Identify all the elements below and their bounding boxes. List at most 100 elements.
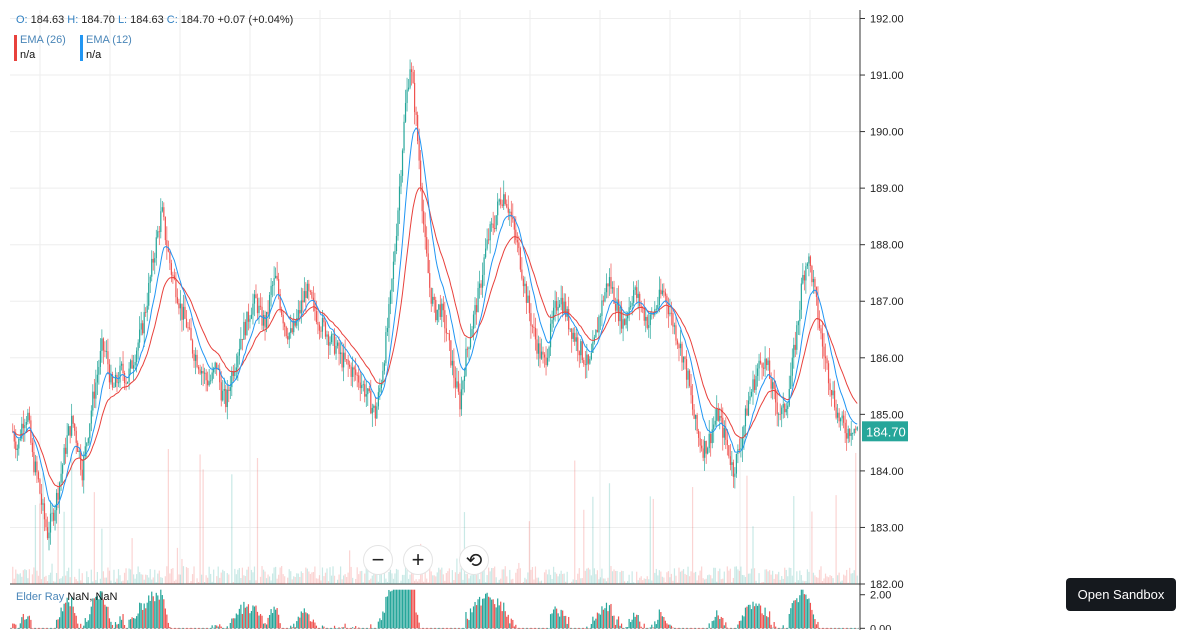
volume-bar <box>531 566 534 584</box>
elder-bar <box>608 605 611 629</box>
elder-bar <box>213 627 215 629</box>
elder-ray-label: Elder Ray NaN, NaN <box>16 591 117 603</box>
volume-bar <box>39 503 41 584</box>
candle-body <box>84 446 86 457</box>
volume-bar <box>450 582 452 584</box>
elder-bar <box>658 609 660 629</box>
elder-bar <box>415 612 417 629</box>
elder-bar <box>714 616 716 629</box>
candle-body <box>18 439 20 449</box>
elder-bar <box>324 628 327 629</box>
candle-body <box>40 493 43 505</box>
elder-bar <box>86 621 88 629</box>
volume-bar <box>65 575 67 584</box>
candle-body <box>119 365 121 383</box>
elder-bar <box>350 628 352 629</box>
elder-bar <box>451 628 453 629</box>
volume-bar <box>556 573 558 584</box>
candle-body <box>89 423 91 439</box>
candle-body <box>666 295 668 306</box>
elder-bar <box>123 625 126 629</box>
elder-bar <box>34 628 37 629</box>
elder-bar <box>217 626 219 629</box>
volume-bar <box>152 577 154 584</box>
elder-bar <box>111 624 114 629</box>
candle-body <box>314 300 316 312</box>
volume-bar <box>652 498 654 584</box>
volume-bar <box>620 570 623 584</box>
elder-bar <box>829 628 831 629</box>
candle-body <box>350 366 352 377</box>
volume-bar <box>630 582 632 584</box>
volume-bar <box>788 567 790 584</box>
candle-body <box>126 381 129 384</box>
elder-bar <box>463 628 466 629</box>
volume-bar <box>509 569 511 584</box>
volume-bar <box>459 572 461 584</box>
candle-body <box>244 321 247 336</box>
volume-bar <box>504 566 506 584</box>
elder-bar <box>252 605 254 629</box>
candle-body <box>243 321 245 340</box>
volume-bar <box>688 576 691 584</box>
open-sandbox-button[interactable]: Open Sandbox <box>1066 578 1176 611</box>
candle-body <box>161 207 163 212</box>
candle-body <box>113 386 115 388</box>
candle-body <box>120 363 123 366</box>
zoom-out-button[interactable]: − <box>363 545 393 575</box>
elder-bar <box>438 628 440 629</box>
volume-bar <box>488 567 490 584</box>
elder-bar <box>447 628 449 629</box>
elder-bar <box>811 609 813 629</box>
candle-body <box>681 343 683 363</box>
elder-bar <box>817 621 819 629</box>
candle-body <box>356 374 358 376</box>
elder-bar <box>599 614 602 629</box>
volume-bar <box>104 577 106 584</box>
elder-bar <box>639 621 641 629</box>
volume-bar <box>119 575 121 584</box>
volume-bar <box>231 474 233 584</box>
zoom-in-button[interactable]: + <box>403 545 433 575</box>
candle-body <box>110 374 112 383</box>
volume-bar <box>527 572 529 584</box>
volume-bar <box>122 580 124 584</box>
elder-bar <box>642 628 644 629</box>
volume-bar <box>252 572 254 584</box>
elder-bar <box>779 628 781 629</box>
candle-body <box>55 492 58 511</box>
candle-body <box>516 240 518 243</box>
volume-bar <box>102 571 105 584</box>
candle-body <box>181 303 183 320</box>
elder-bar <box>453 628 455 629</box>
candle-body <box>463 375 466 381</box>
candle-body <box>494 228 496 230</box>
candle-body <box>625 318 627 325</box>
candle-body <box>71 415 73 436</box>
volume-bar <box>105 577 108 584</box>
candle-body <box>256 298 259 314</box>
volume-bar <box>497 582 499 584</box>
volume-bar <box>388 572 390 584</box>
elder-bar <box>530 628 532 629</box>
reset-zoom-button[interactable]: ⟲ <box>459 545 489 575</box>
volume-bar <box>349 550 351 584</box>
volume-bar <box>125 568 127 584</box>
volume-bar <box>648 579 650 584</box>
volume-bar <box>672 580 674 584</box>
candle-body <box>451 360 453 366</box>
volume-bar <box>309 573 311 584</box>
volume-bar <box>407 578 410 584</box>
elder-bar <box>812 614 815 629</box>
candle-body <box>530 313 532 326</box>
candle-body <box>167 248 169 252</box>
volume-bar <box>146 575 148 584</box>
candle-body <box>435 299 437 321</box>
elder-bar <box>622 628 624 629</box>
candle-body <box>814 278 816 288</box>
volume-bar <box>305 567 307 584</box>
candle-body <box>498 199 500 202</box>
elder-bar <box>380 620 382 629</box>
elder-bar <box>702 628 704 629</box>
